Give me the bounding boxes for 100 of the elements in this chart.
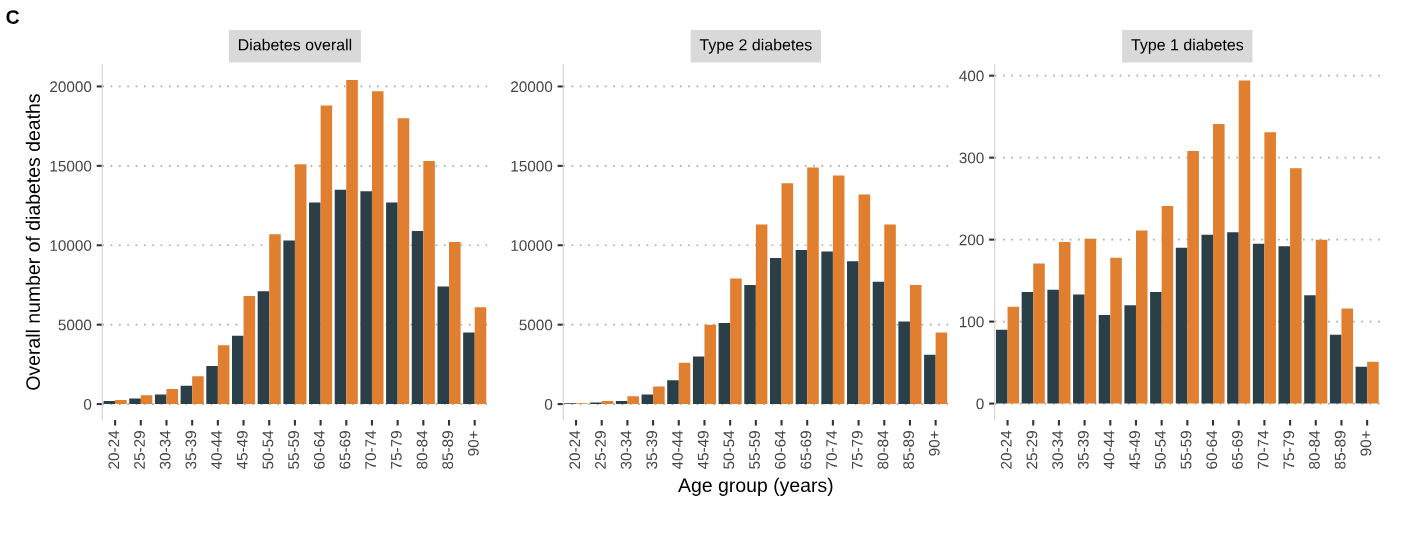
chart-title: Type 1 diabetes	[1131, 38, 1244, 54]
bar	[1290, 168, 1302, 404]
x-tick-label: 85-89	[1334, 431, 1346, 469]
bar	[847, 261, 859, 405]
bar	[206, 365, 218, 405]
bar	[371, 91, 384, 405]
bar	[257, 291, 270, 405]
chart-title: Diabetes overall	[238, 38, 352, 51]
bar	[832, 175, 845, 405]
x-tick-label: 85-89	[442, 431, 454, 469]
x-tick-label: 35-39	[1077, 431, 1089, 469]
x-tick-label: 75-79	[851, 431, 863, 469]
bar	[858, 194, 871, 405]
bar	[449, 242, 461, 405]
x-tick-label: 30-34	[1052, 430, 1064, 469]
x-tick-label: 80-84	[416, 430, 428, 469]
x-tick-label: 60-64	[313, 430, 325, 469]
chart-title: Type 2 diabetes	[699, 38, 812, 54]
bar	[1367, 361, 1379, 404]
bar	[360, 191, 372, 405]
bar	[898, 321, 910, 405]
bar	[692, 356, 705, 405]
bar	[294, 164, 307, 405]
x-tick-label: 35-39	[646, 431, 658, 469]
bar	[115, 400, 127, 405]
x-tick-label: 50-54	[723, 430, 735, 469]
bar	[1304, 295, 1316, 404]
x-tick-label: 30-34	[159, 430, 171, 469]
bar	[386, 202, 398, 405]
bar	[1213, 124, 1225, 404]
bar	[411, 230, 424, 405]
bar	[423, 161, 435, 405]
bar	[1021, 292, 1034, 404]
bar	[283, 240, 295, 405]
x-tick-label: 70-74	[1257, 430, 1269, 469]
bar	[397, 118, 410, 405]
x-tick-label: 35-39	[185, 431, 197, 469]
bar	[180, 385, 193, 405]
bar	[872, 281, 885, 405]
y-tick-label: 15000	[511, 160, 553, 172]
bar	[1252, 243, 1265, 404]
bar	[924, 354, 936, 405]
bar	[309, 202, 321, 405]
y-tick-label: 10000	[511, 240, 553, 251]
bar	[1007, 306, 1020, 404]
bar	[718, 323, 731, 405]
x-tick-label: 40-44	[211, 430, 222, 470]
bar	[755, 224, 768, 405]
x-tick-label: 70-74	[826, 430, 837, 469]
bar	[154, 394, 167, 405]
bar	[641, 394, 654, 405]
bar	[795, 250, 808, 405]
text: C	[6, 10, 20, 24]
bar	[192, 376, 204, 405]
bar	[1187, 151, 1199, 404]
bar	[463, 332, 475, 405]
bar	[1227, 232, 1239, 404]
x-tick-label: 20-24	[108, 430, 120, 469]
bar	[909, 284, 922, 405]
bar	[334, 189, 347, 405]
x-tick-label: 65-69	[800, 431, 812, 469]
bar	[884, 224, 896, 405]
x-tick-label: 55-59	[749, 431, 760, 469]
x-tick-label: 75-79	[390, 431, 402, 469]
bar	[140, 395, 153, 405]
bar	[627, 396, 639, 405]
bar	[474, 307, 487, 405]
x-tick-label: 60-64	[1206, 430, 1218, 469]
bar	[935, 332, 948, 405]
x-tick-label: 40-44	[672, 430, 683, 470]
bar	[1058, 242, 1071, 404]
bar	[1084, 238, 1097, 404]
y-tick-label: 200	[959, 234, 984, 246]
bar	[1238, 80, 1251, 404]
bar	[730, 278, 742, 405]
x-axis-title: Age group (years)	[678, 477, 833, 496]
bar	[1278, 246, 1291, 404]
x-tick-label: 25-29	[134, 431, 145, 469]
y-tick-label: 5000	[58, 319, 92, 331]
y-tick-label: 20000	[50, 81, 92, 93]
bar	[1315, 239, 1328, 404]
y-tick-label: 5000	[519, 319, 553, 331]
y-axis-title: Overall number of diabetes deaths	[25, 94, 40, 390]
bar	[1355, 366, 1368, 404]
bar	[231, 335, 244, 405]
bar	[217, 345, 230, 405]
bar	[1329, 334, 1342, 404]
bar	[1033, 263, 1045, 404]
x-tick-label: 70-74	[365, 430, 377, 469]
y-tick-label: 300	[959, 152, 984, 164]
bar	[807, 167, 819, 405]
x-tick-label: 75-79	[1283, 431, 1295, 469]
x-tick-label: 90+	[928, 431, 940, 456]
x-tick-label: 80-84	[1309, 430, 1320, 469]
x-tick-label: 45-49	[1129, 431, 1141, 470]
bar	[269, 234, 281, 405]
x-tick-label: 30-34	[620, 430, 632, 469]
y-tick-label: 10000	[50, 240, 92, 251]
bar	[1047, 289, 1059, 404]
bar	[667, 380, 679, 405]
